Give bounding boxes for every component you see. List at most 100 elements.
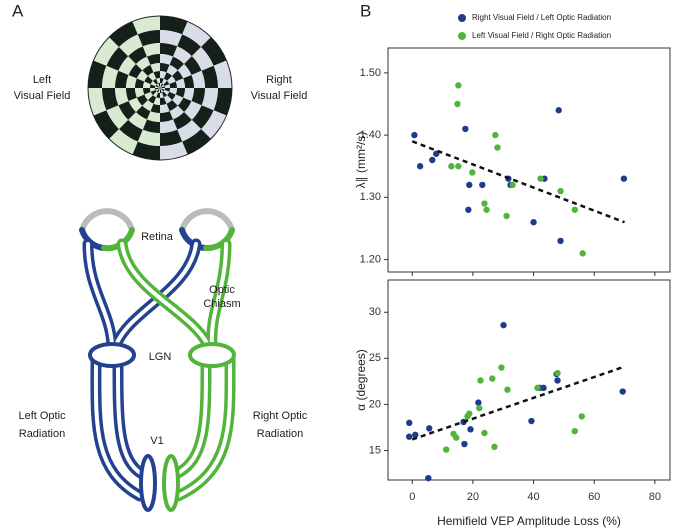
x-tick-label: 60 [588,491,600,503]
checker-segment [150,89,157,96]
diagram-label: V1 [150,435,163,447]
x-tick-label: 80 [649,491,661,503]
checker-segment [101,88,119,111]
data-point [528,417,535,425]
checker-segment [161,91,168,98]
x-tick-label: 40 [527,491,539,503]
data-point [455,82,462,89]
checker-segment [160,92,164,98]
checker-segment [106,105,129,130]
x-axis-label: Hemifield VEP Amplitude Loss (%) [437,514,621,528]
checker-segment [213,60,232,88]
data-point [578,413,585,420]
diagram-label: Chiasm [203,298,240,310]
pathway [79,208,236,512]
y-tick-label: 30 [369,306,381,318]
data-point [500,321,507,329]
field-label: Left [33,74,51,86]
checker-segment [144,91,153,101]
data-point [411,131,418,139]
checker-segment [160,43,178,57]
checker-segment [173,46,192,64]
y-tick-label: 1.30 [360,191,381,203]
checker-segment [135,56,151,71]
checker-segment [160,88,165,90]
data-point [416,163,424,170]
checkerboard [88,16,232,160]
checker-segment [147,95,157,104]
data-point [492,131,499,139]
checker-segment [160,83,164,88]
checker-segment [184,56,202,75]
diagram-label: Radiation [19,428,65,440]
checker-segment [132,141,160,160]
data-point [540,384,547,392]
checker-segment [160,16,188,35]
checker-segment [132,16,160,35]
checker-segment [137,29,160,47]
checker-segment [128,112,147,130]
trend-line [411,140,625,224]
legend-label: Left Visual Field / Right Optic Radiatio… [472,31,611,40]
checker-segment [143,88,151,95]
plot-frame [387,47,671,273]
diagram-label: LGN [149,351,172,363]
checker-segment [128,63,143,79]
checker-segment [150,84,156,88]
checker-segment [160,54,174,65]
data-point [467,426,474,433]
checker-segment [118,101,136,120]
checker-segment [191,70,205,88]
checker-segment [175,78,185,88]
data-point [483,206,490,213]
data-point [619,388,626,395]
checker-segment [153,70,160,79]
checker-segment [155,88,160,90]
checker-segment [160,103,170,114]
checker-segment [128,46,147,64]
data-point [579,250,586,257]
checker-segment [164,88,170,92]
y-tick-label: 1.20 [360,253,381,265]
checker-segment [135,105,151,120]
checker-segment [184,101,202,120]
checker-segment [135,78,145,88]
checker-segment [126,88,137,102]
y-tick-label: 25 [369,352,381,364]
checker-segment [160,83,162,88]
checker-segment [177,119,202,142]
checker-segment [172,70,184,82]
data-point [443,446,450,453]
data-point [475,399,482,406]
diagram-label: Radiation [257,428,303,440]
checker-segment [169,105,185,120]
diagram-label: Retina [141,231,174,243]
checker-segment [201,88,218,111]
checker-segment [160,62,170,73]
data-point [406,419,413,427]
checker-segment [201,110,227,139]
checker-segment [136,94,148,106]
checker-segment [109,21,138,47]
checker-segment [201,37,227,66]
checker-segment [143,81,151,88]
checker-segment [155,88,160,92]
checkerboard-rim [87,15,233,161]
checker-segment [160,84,165,88]
data-point [504,386,511,393]
checker-segment [191,46,214,71]
data-point [554,369,561,377]
checker-segment [160,88,162,93]
data-point [537,175,544,182]
data-point [534,384,541,392]
checker-segment [156,92,160,98]
checker-segment [169,56,185,71]
data-point [429,156,436,164]
data-point [466,410,473,417]
data-point [406,433,413,440]
x-tick-label: 20 [467,491,479,503]
checker-segment [126,74,137,88]
checker-segment [155,84,160,88]
data-point [479,181,486,189]
checker-segment [144,75,153,85]
